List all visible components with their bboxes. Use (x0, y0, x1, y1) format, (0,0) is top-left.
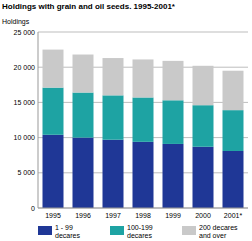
bar-segment (163, 144, 184, 208)
bar-segment (193, 66, 214, 105)
x-axis (38, 208, 248, 209)
y-tick-label: 20 000 (14, 64, 36, 71)
x-tick-label: 2000 (195, 212, 211, 219)
chart-svg: Holdings with grain and oil seeds. 1995-… (0, 0, 252, 241)
bar-segment (163, 100, 184, 144)
bar-segment (43, 88, 64, 135)
bars (43, 50, 244, 208)
y-axis (38, 32, 39, 208)
x-tick-label: 1999 (165, 212, 181, 219)
y-tick-label: 10 000 (14, 134, 36, 141)
bar-segment (103, 95, 124, 139)
legend-swatch (182, 226, 196, 235)
bar-segment (133, 97, 154, 141)
legend-swatch (110, 226, 124, 235)
bar-segment (223, 110, 244, 151)
bar-segment (103, 140, 124, 208)
y-tick-label: 15 000 (14, 99, 36, 106)
bar-segment (223, 71, 244, 110)
y-tick-label: 25 000 (14, 29, 36, 36)
bar-segment (103, 58, 124, 95)
bar-segment (193, 147, 214, 208)
legend-label: 100-199 decares (127, 224, 171, 240)
chart-root: Holdings with grain and oil seeds. 1995-… (0, 0, 252, 241)
bar-segment (163, 61, 184, 100)
bar-segment (73, 93, 94, 138)
x-tick-label: 1998 (135, 212, 151, 219)
y-label: Holdings (2, 18, 30, 26)
bar-segment (73, 138, 94, 208)
y-tick-label: 5 000 (17, 169, 35, 176)
legend-label: 1 - 99 decares (55, 224, 99, 240)
y-tick-label: 0 (31, 205, 35, 212)
x-tick-label: 1996 (75, 212, 91, 219)
bar-segment (73, 55, 94, 93)
title: Holdings with grain and oil seeds. 1995-… (2, 2, 176, 11)
bar-segment (223, 151, 244, 208)
legend-label: 200 decares and over (199, 224, 243, 240)
bar-segment (43, 135, 64, 208)
bar-segment (193, 105, 214, 147)
grid-line (38, 32, 248, 33)
x-tick-label: 1995 (45, 212, 61, 219)
x-tick-label: 2001* (224, 212, 243, 219)
x-tick-label: 1997 (105, 212, 121, 219)
bar-segment (133, 59, 154, 97)
legend-swatch (38, 226, 52, 235)
grid-line (38, 208, 248, 209)
bar-segment (43, 50, 64, 88)
bar-segment (133, 142, 154, 208)
